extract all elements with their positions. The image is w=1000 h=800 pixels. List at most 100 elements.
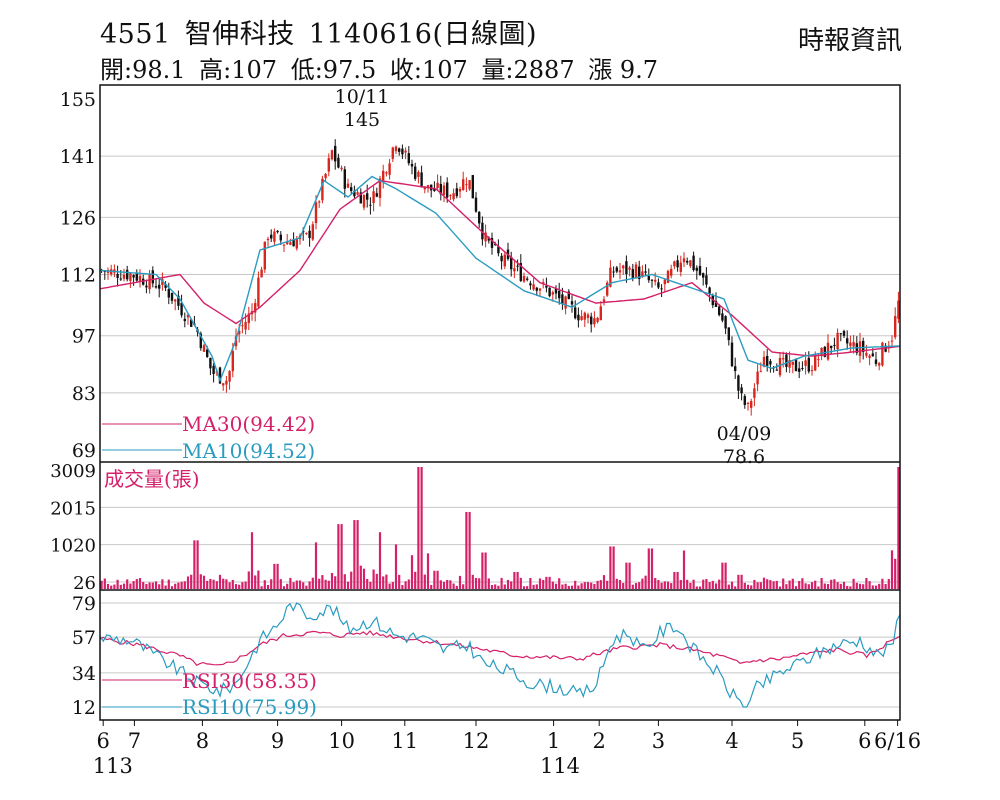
volume-bar xyxy=(286,583,289,589)
volume-bar xyxy=(318,578,321,589)
volume-bar xyxy=(628,562,631,589)
volume-bar xyxy=(622,582,625,589)
candle-body xyxy=(807,357,810,372)
volume-bar xyxy=(599,580,602,589)
candle-body xyxy=(698,265,702,275)
x-axis-month-label: 11 xyxy=(391,729,418,753)
candle-body xyxy=(660,288,663,290)
volume-bar xyxy=(196,540,199,589)
volume-bar xyxy=(378,532,382,589)
volume-bar xyxy=(190,574,193,589)
candle-body xyxy=(391,147,394,159)
candle-body xyxy=(490,237,494,248)
volume-bar xyxy=(410,555,414,589)
chart-frame xyxy=(99,84,901,721)
x-axis-month-label: 6 xyxy=(858,729,871,753)
volume-bar xyxy=(650,548,654,589)
volume-bar xyxy=(276,563,279,589)
candle-body xyxy=(890,340,894,342)
candle-body xyxy=(340,167,343,170)
candle-body xyxy=(602,299,606,302)
volume-bar xyxy=(100,580,103,589)
candle-body xyxy=(730,342,734,367)
high-date-annotation: 10/11 xyxy=(335,86,390,108)
candle-body xyxy=(762,356,766,367)
volume-bar xyxy=(839,583,842,589)
candle-body xyxy=(305,233,308,235)
candle-body xyxy=(871,353,874,357)
volume-bar xyxy=(798,581,801,589)
candle-body xyxy=(842,330,846,336)
volume-bar xyxy=(433,570,436,589)
volume-bar xyxy=(193,540,196,589)
volume-bar xyxy=(423,574,426,589)
volume-bar xyxy=(513,571,516,589)
volume-bar xyxy=(836,582,839,589)
volume-bar xyxy=(538,578,542,589)
volume-bar xyxy=(698,586,702,589)
candle-body xyxy=(334,145,337,162)
candle-body xyxy=(852,342,855,347)
volume-bar xyxy=(414,571,417,589)
volume-bar xyxy=(535,584,538,589)
volume-bar xyxy=(375,573,378,589)
volume-bar xyxy=(673,571,676,589)
low-value-annotation: 78.6 xyxy=(723,446,765,468)
candle-body xyxy=(244,322,247,330)
candle-body xyxy=(788,360,791,368)
candle-body xyxy=(426,185,430,189)
candle-body xyxy=(714,301,718,307)
volume-bar xyxy=(807,584,810,589)
volume-bar xyxy=(289,577,292,589)
volume-bar xyxy=(894,558,897,589)
volume-bar xyxy=(382,576,385,589)
candle-body xyxy=(458,188,462,192)
volume-bar xyxy=(897,467,900,589)
volume-value: 量:2887 xyxy=(481,56,575,84)
volume-bar xyxy=(567,585,570,589)
candle-body xyxy=(180,302,183,316)
candle-body xyxy=(532,284,535,290)
volume-bar xyxy=(234,584,238,589)
candle-body xyxy=(657,282,660,288)
rsi-axis-tick-label: 34 xyxy=(72,663,96,685)
volume-bar xyxy=(266,584,270,589)
candle-body xyxy=(378,178,382,198)
volume-bar xyxy=(215,581,218,589)
volume-bar xyxy=(858,583,862,589)
volume-bar xyxy=(279,579,282,589)
candle-body xyxy=(266,238,270,241)
volume-bar xyxy=(842,581,846,589)
volume-bar xyxy=(577,585,580,589)
candle-body xyxy=(311,224,314,240)
candle-body xyxy=(836,332,839,350)
volume-bar xyxy=(359,565,362,589)
candle-body xyxy=(702,273,705,278)
volume-bar xyxy=(666,581,670,589)
volume-bar xyxy=(743,582,746,589)
candle-body xyxy=(567,291,570,299)
volume-bar xyxy=(887,579,890,589)
volume-bar xyxy=(785,584,788,589)
volume-bar xyxy=(103,578,106,589)
volume-bar xyxy=(321,575,324,589)
candle-body xyxy=(126,269,129,280)
candle-body xyxy=(170,292,174,301)
high-price: 高:107 xyxy=(199,56,278,84)
candle-body xyxy=(641,271,644,277)
volume-bar xyxy=(833,579,836,589)
volume-bar xyxy=(417,467,420,589)
volume-bar xyxy=(529,578,532,589)
volume-bar xyxy=(247,571,250,589)
volume-bar xyxy=(388,583,391,589)
candle-body xyxy=(596,317,599,322)
volume-bar xyxy=(119,584,122,589)
candle-body xyxy=(551,292,554,295)
volume-bar xyxy=(353,520,356,589)
volume-bar xyxy=(801,578,804,589)
volume-bar xyxy=(570,585,574,589)
volume-bar xyxy=(273,563,276,589)
price-axis-tick-label: 97 xyxy=(72,326,96,348)
ma30-line xyxy=(99,179,901,357)
